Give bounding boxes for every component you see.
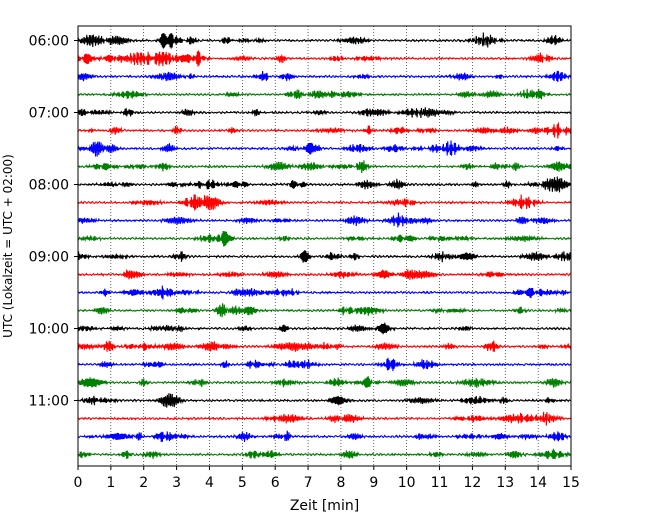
trace-0700 [77,107,572,119]
x-tick-label-9: 9 [369,475,378,491]
x-tick-label-4: 4 [205,475,214,491]
x-tick-label-11: 11 [431,475,449,491]
y-axis-label: UTC (Lokalzeit = UTC + 02:00) [1,154,15,338]
trace-0800 [77,176,572,193]
trace-1100 [77,393,572,408]
trace-0845 [77,231,572,247]
y-tick-label-0700: 07:00 [29,106,69,122]
trace-1145 [77,448,572,460]
x-tick-label-15: 15 [562,475,580,491]
y-tick-label-1100: 11:00 [29,394,69,410]
trace-0645 [77,88,572,100]
y-tick-label-1000: 10:00 [29,322,69,338]
trace-0600 [77,32,572,49]
plot-frame [77,25,572,467]
trace-1045 [77,376,572,388]
trace-0615 [77,50,572,67]
trace-0830 [77,212,572,228]
trace-0815 [77,194,572,211]
x-tick-label-13: 13 [496,475,514,491]
y-axis-ticks: 06:00 07:00 08:00 09:00 10:00 11:00 [29,34,78,410]
trace-0745 [77,160,572,173]
x-tick-label-7: 7 [304,475,313,491]
y-tick-label-0600: 06:00 [29,34,69,50]
x-tick-label-3: 3 [172,475,181,491]
x-tick-label-10: 10 [398,475,416,491]
x-tick-label-8: 8 [336,475,345,491]
x-tick-label-14: 14 [529,475,547,491]
y-tick-label-0800: 08:00 [29,178,69,194]
trace-1115 [77,411,572,426]
trace-1015 [77,340,572,352]
trace-1030 [77,357,572,372]
x-tick-label-12: 12 [463,475,481,491]
x-tick-label-1: 1 [106,475,115,491]
trace-1000 [77,322,572,335]
x-tick-label-0: 0 [74,475,83,491]
x-tick-label-6: 6 [271,475,280,491]
trace-0715 [77,122,572,139]
trace-1130 [77,430,572,442]
trace-0900 [77,250,572,263]
x-axis-label: Zeit [min] [290,498,359,514]
seismic-traces [77,32,572,460]
trace-0915 [77,269,572,280]
trace-0930 [77,285,572,300]
trace-0630 [77,70,572,82]
x-tick-label-2: 2 [139,475,148,491]
trace-0945 [77,303,572,318]
x-axis-ticks: 0 1 2 3 4 5 6 7 8 9 10 11 12 13 14 15 [74,466,580,491]
y-tick-label-0900: 09:00 [29,250,69,266]
trace-0730 [77,140,572,157]
x-tick-label-5: 5 [238,475,247,491]
grid-lines [110,26,539,466]
